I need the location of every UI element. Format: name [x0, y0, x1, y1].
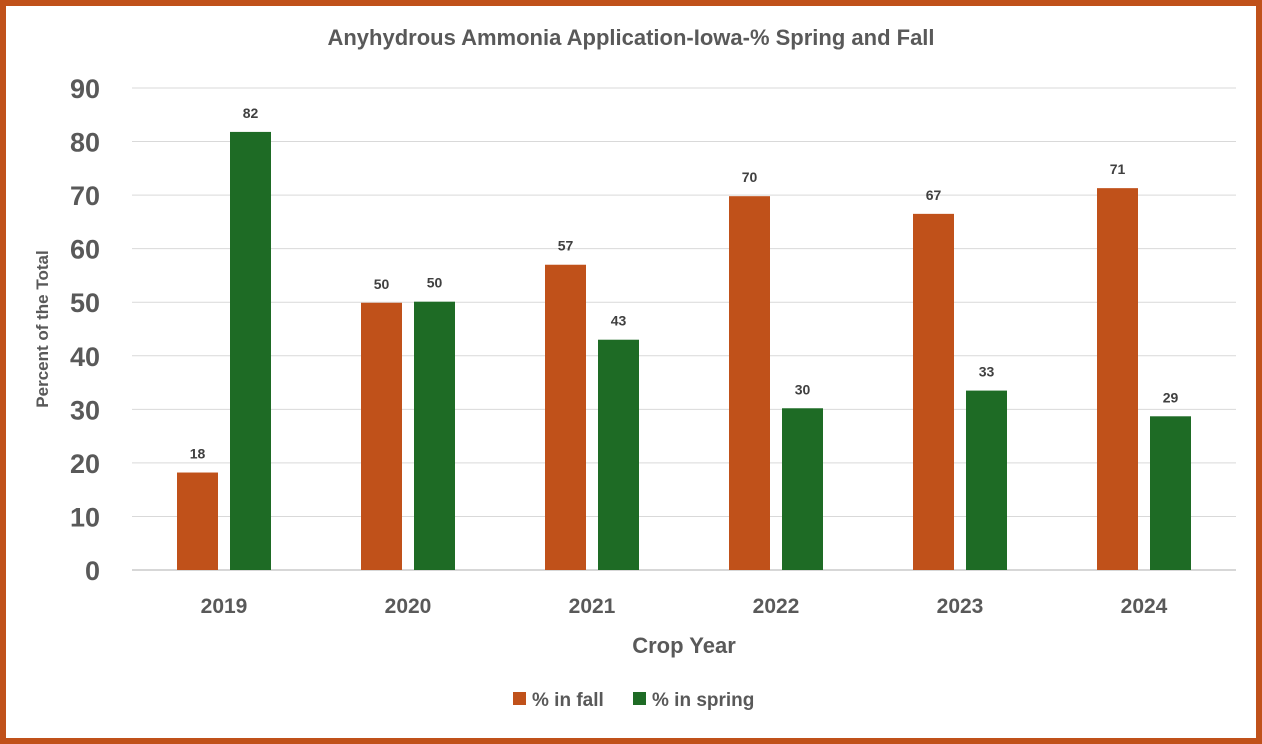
- data-label: 30: [795, 381, 811, 397]
- gridlines: [132, 87, 1236, 571]
- y-tick-label: 10: [70, 502, 100, 532]
- y-tick-label: 20: [70, 449, 100, 479]
- data-label: 29: [1163, 389, 1179, 405]
- legend-label: % in spring: [652, 690, 754, 711]
- bar-spring: [782, 408, 823, 570]
- bar-fall: [545, 264, 586, 570]
- x-tick-label: 2022: [753, 595, 800, 618]
- y-tick-label: 60: [70, 235, 100, 265]
- bar-spring: [966, 390, 1007, 570]
- data-labels: 18 82 50 50 57 43 70 30 67 33 71 29: [190, 105, 1179, 462]
- y-axis-ticks: 0 10 20 30 40 50 60 70 80 90: [70, 74, 100, 586]
- y-tick-label: 80: [70, 128, 100, 158]
- x-tick-label: 2021: [569, 595, 616, 618]
- bar-spring: [598, 339, 639, 570]
- bars: [177, 131, 1191, 570]
- x-tick-label: 2019: [201, 595, 248, 618]
- y-tick-label: 90: [70, 74, 100, 104]
- data-label: 67: [926, 187, 942, 203]
- bar-spring: [1150, 416, 1191, 570]
- data-label: 71: [1110, 161, 1126, 177]
- x-axis-label: Crop Year: [632, 633, 736, 658]
- data-label: 33: [979, 364, 995, 380]
- data-label: 18: [190, 446, 206, 462]
- legend-swatch: [633, 692, 646, 705]
- x-tick-label: 2020: [385, 595, 432, 618]
- bar-fall: [913, 213, 954, 570]
- data-label: 50: [427, 275, 443, 291]
- y-tick-label: 40: [70, 342, 100, 372]
- legend-label: % in fall: [532, 690, 604, 711]
- y-tick-label: 0: [85, 556, 100, 586]
- bar-spring: [414, 301, 455, 570]
- x-tick-label: 2023: [937, 595, 984, 618]
- y-tick-label: 70: [70, 181, 100, 211]
- bar-fall: [729, 196, 770, 570]
- bar-fall: [361, 302, 402, 570]
- chart-title: Anyhydrous Ammonia Application-Iowa-% Sp…: [327, 25, 934, 50]
- bar-spring: [230, 131, 271, 570]
- y-tick-label: 30: [70, 395, 100, 425]
- bar-fall: [177, 472, 218, 570]
- y-tick-label: 50: [70, 288, 100, 318]
- y-axis-label: Percent of the Total: [33, 250, 52, 407]
- data-label: 57: [558, 238, 574, 254]
- legend-swatch: [513, 692, 526, 705]
- x-tick-label: 2024: [1121, 595, 1168, 618]
- x-axis-ticks: 2019 2020 2021 2022 2023 2024: [201, 595, 1168, 618]
- bar-fall: [1097, 188, 1138, 570]
- data-label: 82: [243, 105, 259, 121]
- data-label: 70: [742, 169, 758, 185]
- data-label: 50: [374, 276, 390, 292]
- legend: % in fall % in spring: [513, 690, 754, 711]
- data-label: 43: [611, 313, 627, 329]
